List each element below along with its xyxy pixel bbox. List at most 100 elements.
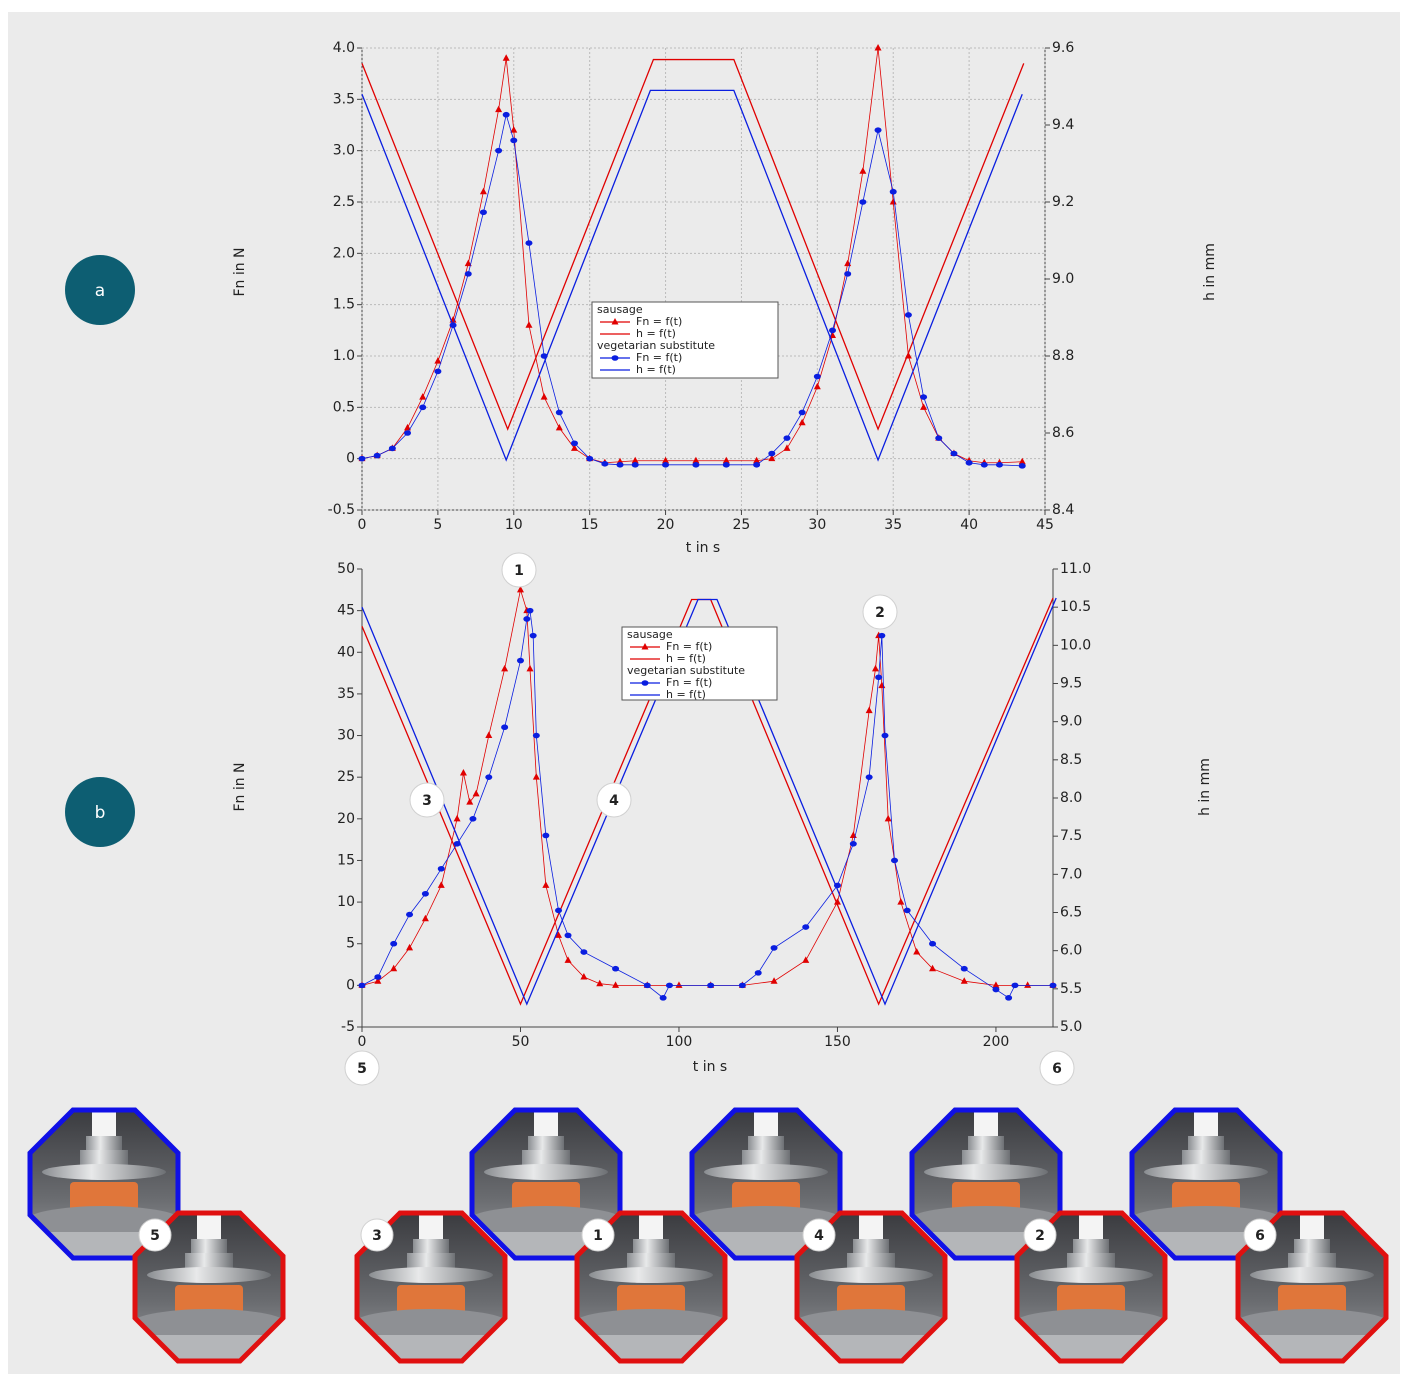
y2-tick-label: 6.5 [1060, 905, 1082, 921]
x-tick-label: 45 [1036, 517, 1054, 533]
circle-marker [542, 833, 549, 839]
circle-marker [723, 462, 730, 468]
circle-marker [935, 435, 942, 441]
x-tick-label: 5 [433, 517, 442, 533]
y-tick-label: 0.5 [333, 399, 355, 415]
circle-marker [632, 462, 639, 468]
x-axis-label: t in s [693, 1059, 727, 1075]
circle-marker [799, 410, 806, 416]
y-tick-label: 10 [337, 894, 355, 910]
y2-tick-label: 7.5 [1060, 828, 1082, 844]
x-tick-label: 10 [505, 517, 523, 533]
circle-marker [875, 674, 882, 680]
circle-marker [374, 453, 381, 459]
panel-label: b [95, 803, 106, 823]
y-tick-label: 25 [337, 769, 355, 785]
y-axis-label: Fn in N [232, 762, 248, 811]
y2-tick-label: 8.4 [1052, 502, 1074, 518]
number-badge-label: 2 [1035, 1228, 1045, 1244]
circle-marker [501, 724, 508, 730]
number-badge-label: 4 [609, 793, 619, 809]
circle-marker [1005, 995, 1012, 1001]
x-tick-label: 200 [983, 1034, 1010, 1050]
y-tick-label: 3.5 [333, 91, 355, 107]
circle-marker [692, 462, 699, 468]
circle-marker [374, 974, 381, 980]
number-badge-label: 3 [372, 1228, 382, 1244]
circle-marker [359, 456, 366, 462]
circle-marker [565, 933, 572, 939]
y2-tick-label: 5.0 [1060, 1019, 1082, 1035]
y2-tick-label: 9.5 [1060, 676, 1082, 692]
circle-marker [389, 446, 396, 452]
circle-marker [525, 240, 532, 246]
y2-tick-label: 8.8 [1052, 348, 1074, 364]
circle-marker [1019, 463, 1026, 469]
circle-marker [866, 774, 873, 780]
y-tick-label: 45 [337, 603, 355, 619]
circle-marker [503, 112, 510, 118]
number-badge-label: 1 [514, 563, 524, 579]
circle-marker [904, 908, 911, 914]
circle-marker [523, 616, 530, 622]
circle-marker [966, 460, 973, 466]
circle-marker [586, 456, 593, 462]
number-badge-label: 5 [357, 1061, 367, 1077]
circle-marker [601, 461, 608, 467]
circle-marker [850, 841, 857, 847]
circle-marker [920, 394, 927, 400]
y-tick-label: 1.0 [333, 348, 355, 364]
circle-marker [438, 866, 445, 872]
legend-label: h = f(t) [666, 688, 706, 701]
circle-marker [844, 271, 851, 277]
x-tick-label: 25 [733, 517, 751, 533]
y2-tick-label: 6.0 [1060, 943, 1082, 959]
circle-marker [666, 983, 673, 989]
circle-marker [905, 312, 912, 318]
x-tick-label: 50 [512, 1034, 530, 1050]
circle-marker [485, 774, 492, 780]
number-badge-label: 5 [150, 1228, 160, 1244]
x-tick-label: 35 [884, 517, 902, 533]
circle-marker [556, 410, 563, 416]
circle-marker [419, 405, 426, 411]
number-badge-label: 2 [875, 605, 885, 621]
circle-marker [469, 816, 476, 822]
y-tick-label: 1.5 [333, 297, 355, 313]
x-tick-label: 100 [666, 1034, 693, 1050]
circle-marker [753, 462, 760, 468]
circle-marker [662, 462, 669, 468]
circle-marker [859, 199, 866, 205]
x-axis-label: t in s [686, 540, 720, 556]
circle-marker [802, 924, 809, 930]
circle-marker [739, 983, 746, 989]
circle-marker [510, 138, 517, 144]
y-tick-label: 0 [346, 451, 355, 467]
y-axis-label: Fn in N [232, 247, 248, 296]
circle-marker [950, 451, 957, 457]
y2-tick-label: 8.6 [1052, 425, 1074, 441]
y2-tick-label: 9.4 [1052, 117, 1074, 133]
circle-marker [875, 127, 882, 133]
circle-marker [929, 941, 936, 947]
y2-axis-label: h in mm [1202, 243, 1218, 301]
y2-tick-label: 10.5 [1060, 599, 1091, 615]
circle-marker [422, 891, 429, 897]
y-tick-label: 15 [337, 852, 355, 868]
circle-marker [829, 328, 836, 334]
circle-marker [755, 970, 762, 976]
circle-marker [642, 680, 649, 686]
circle-marker [571, 440, 578, 446]
circle-marker [891, 858, 898, 864]
figure: aFn in Nh in mmt in s051015202530354045-… [0, 0, 1408, 1383]
y2-tick-label: 10.0 [1060, 637, 1091, 653]
circle-marker [644, 983, 651, 989]
y-tick-label: 30 [337, 728, 355, 744]
circle-marker [1011, 983, 1018, 989]
circle-marker [555, 908, 562, 914]
circle-marker [530, 633, 537, 639]
circle-marker [981, 462, 988, 468]
x-tick-label: 0 [358, 517, 367, 533]
circle-marker [612, 966, 619, 972]
y2-tick-label: 8.0 [1060, 790, 1082, 806]
